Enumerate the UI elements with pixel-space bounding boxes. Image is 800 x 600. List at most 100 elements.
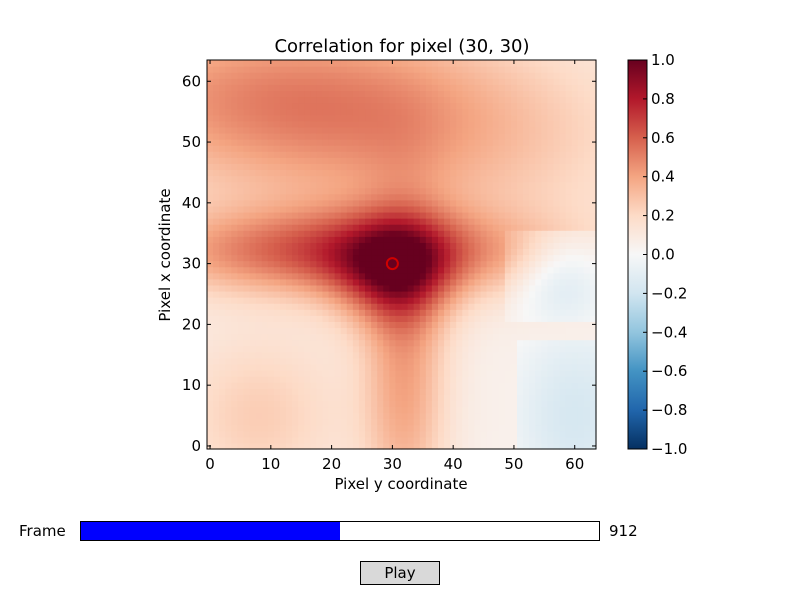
heatmap-cell <box>213 442 220 450</box>
heatmap-cell <box>292 278 299 286</box>
heatmap-cell <box>541 120 548 128</box>
heatmap-cell <box>407 321 415 329</box>
heatmap-cell <box>535 321 542 329</box>
heatmap-cell <box>583 151 591 158</box>
heatmap-cell <box>444 333 451 341</box>
heatmap-cell <box>328 388 336 395</box>
heatmap-cell <box>273 266 281 274</box>
heatmap-cell <box>547 327 555 335</box>
heatmap-cell <box>547 108 555 116</box>
heatmap-cell <box>565 321 573 329</box>
heatmap-cell <box>237 169 245 177</box>
heatmap-cell <box>504 236 512 243</box>
heatmap-cell <box>383 339 390 347</box>
heatmap-cell <box>213 400 220 408</box>
heatmap-cell <box>583 333 591 341</box>
heatmap-cell <box>444 260 451 268</box>
heatmap-cell <box>547 284 555 292</box>
heatmap-cell <box>523 169 530 177</box>
heatmap-cell <box>480 290 488 298</box>
heatmap-cell <box>352 96 360 104</box>
heatmap-cell <box>292 351 299 359</box>
heatmap-cell <box>510 309 518 316</box>
heatmap-cell <box>273 369 281 377</box>
heatmap-cell <box>267 278 275 286</box>
heatmap-cell <box>322 230 330 237</box>
heatmap-cell <box>219 339 226 347</box>
heatmap-cell <box>480 218 488 225</box>
heatmap-cell <box>583 108 591 116</box>
play-button[interactable]: Play <box>360 561 440 585</box>
heatmap-cell <box>322 96 330 104</box>
heatmap-cell <box>334 102 342 110</box>
heatmap-cell <box>231 175 238 183</box>
heatmap-cell <box>334 357 342 365</box>
heatmap-cell <box>304 151 311 158</box>
heatmap-cell <box>523 163 530 171</box>
heatmap-cell <box>292 394 299 401</box>
heatmap-cell <box>553 303 561 310</box>
heatmap-cell <box>492 108 500 116</box>
heatmap-cell <box>365 357 372 365</box>
heatmap-cell <box>243 114 251 122</box>
heatmap-cell <box>358 126 366 134</box>
heatmap-cell <box>395 60 403 67</box>
heatmap-cell <box>462 96 469 104</box>
heatmap-cell <box>334 382 342 389</box>
heatmap-cell <box>279 84 287 91</box>
heatmap-cell <box>450 187 457 195</box>
heatmap-cell <box>450 132 457 140</box>
heatmap-cell <box>431 120 439 128</box>
frame-slider[interactable] <box>80 521 600 541</box>
heatmap-cell <box>322 272 330 280</box>
heatmap-cell <box>371 327 378 335</box>
frame-slider-fill[interactable] <box>81 522 340 540</box>
heatmap-cell <box>510 424 518 432</box>
heatmap-cell <box>279 66 287 73</box>
heatmap-cell <box>316 108 324 116</box>
heatmap-cell <box>571 248 579 256</box>
heatmap-cell <box>480 175 488 183</box>
heatmap-cell <box>316 211 324 219</box>
heatmap-cell <box>577 436 585 444</box>
heatmap-cell <box>255 351 263 359</box>
heatmap-cell <box>468 72 476 79</box>
heatmap-cell <box>589 430 597 438</box>
heatmap-cell <box>462 205 469 213</box>
heatmap-cell <box>413 248 421 256</box>
heatmap-cell <box>541 132 548 140</box>
heatmap-cell <box>395 333 403 341</box>
heatmap-cell <box>352 199 360 207</box>
heatmap-cell <box>571 272 579 280</box>
heatmap-cell <box>413 406 421 414</box>
heatmap-cell <box>346 321 354 329</box>
heatmap-cell <box>589 242 597 250</box>
heatmap-cell <box>425 430 433 438</box>
heatmap-cell <box>492 376 500 383</box>
heatmap-cell <box>207 132 214 140</box>
heatmap-cell <box>237 90 245 98</box>
heatmap-cell <box>419 175 427 183</box>
heatmap-cell <box>273 351 281 359</box>
heatmap-cell <box>474 260 482 268</box>
heatmap-cell <box>462 145 469 152</box>
heatmap-cell <box>207 400 214 408</box>
heatmap-cell <box>547 230 555 237</box>
heatmap-cell <box>431 357 439 365</box>
heatmap-cell <box>583 382 591 389</box>
heatmap-cell <box>261 412 269 420</box>
heatmap-cell <box>231 430 238 438</box>
heatmap-cell <box>365 242 372 250</box>
heatmap-cell <box>279 78 287 85</box>
heatmap-cell <box>510 290 518 298</box>
heatmap-cell <box>577 363 585 371</box>
heatmap-cell <box>286 211 293 219</box>
heatmap-cell <box>322 357 330 365</box>
heatmap-cell <box>510 108 518 116</box>
heatmap-cell <box>237 205 245 213</box>
heatmap-cell <box>401 394 409 401</box>
heatmap-cell <box>510 157 518 164</box>
heatmap-cell <box>577 284 585 292</box>
heatmap-cell <box>504 120 512 128</box>
heatmap-cell <box>437 290 445 298</box>
